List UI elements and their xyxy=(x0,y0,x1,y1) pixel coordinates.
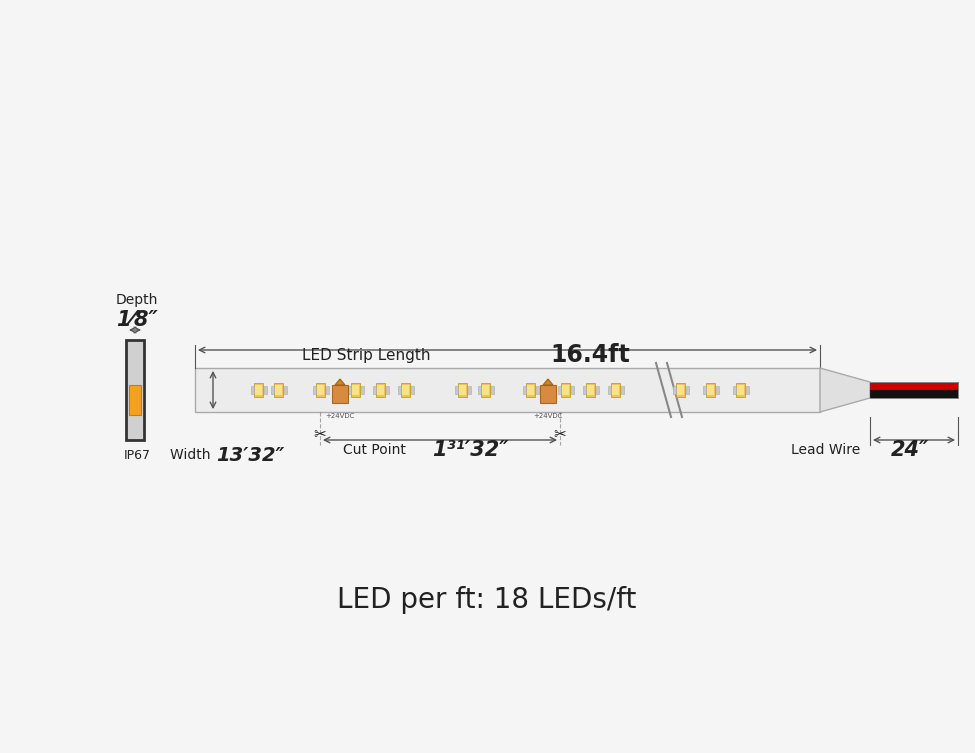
Bar xyxy=(313,386,316,394)
Bar xyxy=(482,385,488,395)
Bar xyxy=(746,386,749,394)
Bar xyxy=(457,383,466,397)
Bar xyxy=(703,386,706,394)
Bar xyxy=(736,385,744,395)
Bar xyxy=(347,386,350,394)
Bar xyxy=(707,385,714,395)
Bar xyxy=(562,385,568,395)
Polygon shape xyxy=(820,368,870,412)
Text: 24″: 24″ xyxy=(891,440,929,460)
Text: ✂: ✂ xyxy=(314,428,327,443)
Bar xyxy=(526,385,533,395)
Text: 16.4ft: 16.4ft xyxy=(550,343,630,367)
Bar xyxy=(735,383,745,397)
Polygon shape xyxy=(543,379,553,385)
Bar xyxy=(317,385,324,395)
Bar xyxy=(677,385,683,395)
Bar xyxy=(350,383,360,397)
Bar xyxy=(596,386,599,394)
Bar xyxy=(385,386,388,394)
Bar xyxy=(454,386,457,394)
Bar xyxy=(458,385,465,395)
Bar xyxy=(570,386,573,394)
Bar xyxy=(582,386,586,394)
Bar xyxy=(610,383,619,397)
Text: ✂: ✂ xyxy=(554,428,566,443)
Bar xyxy=(284,386,287,394)
Bar xyxy=(254,383,262,397)
Bar xyxy=(611,385,618,395)
Bar xyxy=(274,383,283,397)
Bar xyxy=(607,386,610,394)
Bar xyxy=(685,386,688,394)
Bar xyxy=(561,383,569,397)
Bar xyxy=(716,386,719,394)
Bar xyxy=(129,385,141,415)
Bar xyxy=(523,386,526,394)
Bar xyxy=(673,386,676,394)
Bar xyxy=(251,386,254,394)
Bar xyxy=(270,386,274,394)
Bar xyxy=(558,386,561,394)
Text: 1⁄8″: 1⁄8″ xyxy=(116,310,158,330)
Text: Cut Point: Cut Point xyxy=(343,443,410,457)
Bar xyxy=(478,386,481,394)
Text: IP67: IP67 xyxy=(124,449,150,462)
Text: +24VDC: +24VDC xyxy=(533,413,563,419)
Bar xyxy=(316,383,325,397)
Text: LED per ft: 18 LEDs/ft: LED per ft: 18 LEDs/ft xyxy=(337,586,637,614)
Bar xyxy=(587,385,594,395)
Bar xyxy=(372,386,375,394)
Bar xyxy=(195,368,820,412)
Bar xyxy=(481,383,489,397)
Bar xyxy=(402,385,409,395)
Bar xyxy=(326,386,329,394)
Text: 13′32″: 13′32″ xyxy=(215,446,284,465)
Bar xyxy=(332,385,348,403)
Bar xyxy=(706,383,715,397)
Text: +24VDC: +24VDC xyxy=(326,413,355,419)
Polygon shape xyxy=(335,379,345,385)
Bar xyxy=(870,382,958,390)
Bar xyxy=(870,390,958,398)
Bar xyxy=(490,386,493,394)
Bar xyxy=(535,386,538,394)
Bar xyxy=(676,383,684,397)
Bar xyxy=(263,386,266,394)
Bar xyxy=(126,340,144,440)
Text: Width: Width xyxy=(170,448,215,462)
Bar xyxy=(361,386,364,394)
Bar xyxy=(586,383,595,397)
Bar xyxy=(275,385,282,395)
Text: Depth: Depth xyxy=(116,293,158,307)
Bar xyxy=(526,383,534,397)
Bar xyxy=(254,385,261,395)
Bar xyxy=(398,386,401,394)
Text: Lead Wire: Lead Wire xyxy=(792,443,865,457)
Bar xyxy=(376,385,383,395)
Bar xyxy=(620,386,623,394)
Bar xyxy=(375,383,384,397)
Text: LED Strip Length: LED Strip Length xyxy=(301,347,440,362)
Bar xyxy=(352,385,359,395)
Bar xyxy=(410,386,413,394)
Bar xyxy=(467,386,471,394)
Bar xyxy=(401,383,410,397)
Bar xyxy=(732,386,735,394)
Text: 1³¹′32″: 1³¹′32″ xyxy=(432,440,508,460)
Bar xyxy=(540,385,556,403)
